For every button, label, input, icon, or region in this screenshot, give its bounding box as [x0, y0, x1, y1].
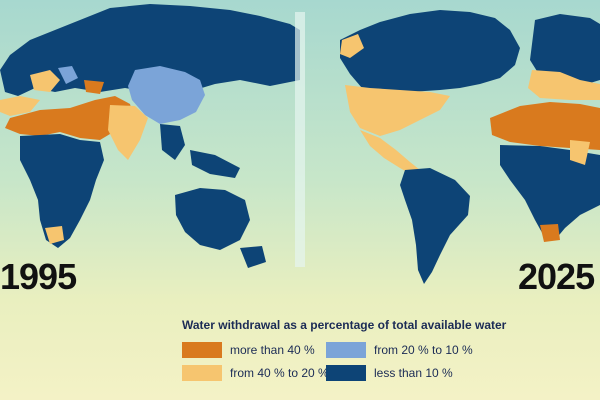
map-region — [128, 66, 205, 124]
map-region — [108, 105, 148, 160]
map-region — [340, 34, 364, 58]
legend-label: from 40 % to 20 % — [230, 366, 329, 380]
map-region — [84, 80, 104, 94]
legend-swatch — [182, 342, 222, 358]
map-region — [530, 14, 600, 86]
legend-item-less-than-10: less than 10 % — [326, 365, 453, 381]
legend-item-20-to-10: from 20 % to 10 % — [326, 342, 473, 358]
map-region — [30, 70, 60, 92]
map-region — [240, 246, 266, 268]
map-region — [345, 85, 450, 136]
legend-swatch — [326, 342, 366, 358]
map-1995 — [0, 4, 300, 268]
map-region — [160, 124, 185, 160]
legend-label: from 20 % to 10 % — [374, 343, 473, 357]
legend-item-40-to-20: from 40 % to 20 % — [182, 365, 329, 381]
year-label-1995: 1995 — [0, 256, 77, 297]
map-region — [20, 134, 104, 248]
map-2025 — [340, 10, 600, 284]
map-region — [5, 96, 134, 140]
map-region — [175, 188, 250, 250]
map-region — [400, 168, 470, 284]
map-region — [340, 10, 520, 94]
legend-item-more-than-40: more than 40 % — [182, 342, 315, 358]
map-region — [540, 224, 560, 242]
map-region — [528, 70, 600, 100]
map-region — [490, 102, 600, 150]
map-region — [58, 66, 78, 84]
map-region — [45, 226, 64, 244]
legend-label: less than 10 % — [374, 366, 453, 380]
map-region — [570, 140, 590, 165]
legend-swatch — [182, 365, 222, 381]
map-region — [360, 130, 420, 176]
legend-label: more than 40 % — [230, 343, 315, 357]
map-region — [190, 150, 240, 178]
legend-title: Water withdrawal as a percentage of tota… — [182, 318, 507, 332]
panel-divider — [295, 12, 305, 267]
year-label-2025: 2025 — [518, 256, 595, 297]
legend-swatch — [326, 365, 366, 381]
map-region — [0, 96, 40, 116]
map-region — [500, 145, 600, 240]
